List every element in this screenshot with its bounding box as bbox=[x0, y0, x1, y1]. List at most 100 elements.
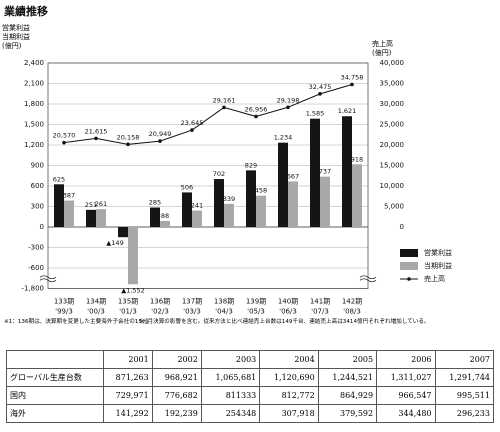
bar-value-label: 88 bbox=[161, 212, 169, 220]
bar-value-label: 702 bbox=[213, 170, 225, 178]
column-header: 2007 bbox=[434, 350, 495, 369]
bar-value-label: 506 bbox=[181, 183, 193, 191]
bar bbox=[320, 176, 330, 227]
column-header: 2003 bbox=[200, 350, 261, 369]
table-cell: 776,682 bbox=[151, 386, 202, 405]
legend-label: 売上高 bbox=[424, 274, 445, 283]
bar-value-label: 737 bbox=[319, 168, 331, 176]
line-value-label: 26,956 bbox=[245, 105, 268, 113]
table-row: グローバル生産台数 871,263 968,921 1,065,681 1,120,69… bbox=[6, 368, 495, 387]
table-cell: 344,480 bbox=[376, 404, 436, 423]
bar bbox=[288, 181, 298, 227]
column-header: 2005 bbox=[317, 350, 378, 369]
bar-value-label: ▲1,552 bbox=[121, 286, 145, 294]
table-cell: 1,065,681 bbox=[200, 368, 261, 387]
bar-value-label: 261 bbox=[95, 200, 107, 208]
line-marker bbox=[222, 105, 226, 110]
bar bbox=[118, 227, 128, 238]
bar bbox=[54, 184, 64, 227]
legend-label: 当期利益 bbox=[424, 261, 452, 270]
bar bbox=[352, 164, 362, 227]
bar bbox=[96, 209, 106, 227]
column-header: 2001 bbox=[102, 350, 153, 369]
line-marker bbox=[350, 82, 354, 87]
x-tick-label: 141期 bbox=[310, 298, 330, 306]
bar-value-label: 1,585 bbox=[306, 110, 325, 118]
line-marker bbox=[62, 140, 66, 145]
line bbox=[63, 84, 353, 145]
x-tick-label: 140期 bbox=[278, 298, 298, 306]
x-tick-date: '04/3 bbox=[215, 308, 233, 316]
bar bbox=[256, 195, 266, 227]
table-cell: 379,592 bbox=[317, 404, 378, 423]
x-tick-date: '05/3 bbox=[247, 308, 265, 316]
table-cell: 871,263 bbox=[102, 368, 153, 387]
table-cell: 192,239 bbox=[151, 404, 202, 423]
table-cell: 1,311,027 bbox=[376, 368, 436, 387]
table-cell: 864,929 bbox=[317, 386, 378, 405]
category-note: ※1 bbox=[139, 318, 149, 326]
y-axis-title: 営業利益 当期利益 (億円) bbox=[2, 24, 30, 50]
x-tick-date: '06/3 bbox=[279, 308, 297, 316]
bar-value-label: ▲149 bbox=[106, 239, 123, 247]
x-tick-label: 138期 bbox=[214, 298, 234, 306]
x-tick-label: 134期 bbox=[86, 298, 106, 306]
y2-tick-label: 20,000 bbox=[380, 141, 405, 149]
line-value-label: 34,758 bbox=[341, 73, 364, 81]
bar-value-label: 829 bbox=[245, 161, 257, 169]
x-tick-date: '07/3 bbox=[311, 308, 329, 316]
y-tick-label: 600 bbox=[31, 182, 44, 190]
y-tick-label: -600 bbox=[28, 264, 44, 272]
axis-break bbox=[39, 275, 57, 283]
line-value-label: 32,475 bbox=[309, 83, 332, 91]
line-value-label: 21,615 bbox=[85, 127, 108, 135]
table-cell: 307,918 bbox=[259, 404, 319, 423]
column-header: 2004 bbox=[259, 350, 319, 369]
table-corner bbox=[6, 350, 104, 369]
table-cell: 966,547 bbox=[376, 386, 436, 405]
y2-tick-label: 15,000 bbox=[380, 162, 405, 170]
x-tick-date: '01/3 bbox=[119, 308, 137, 316]
bar-value-label: 1,234 bbox=[274, 134, 293, 142]
y2-tick-label: 0 bbox=[400, 223, 404, 231]
x-tick-label: 139期 bbox=[246, 298, 266, 306]
line-marker bbox=[94, 136, 98, 141]
row-header: 国内 bbox=[6, 386, 104, 405]
footnote-box: ※1：136期は、決算期を変更した主要海外子会社の15ヵ月決算の影響を含む。従来… bbox=[4, 319, 430, 325]
table-cell: 141,292 bbox=[102, 404, 153, 423]
bar-value-label: 458 bbox=[255, 187, 267, 195]
line-value-label: 20,570 bbox=[53, 132, 76, 140]
x-tick-date: '08/3 bbox=[343, 308, 361, 316]
y-tick-label: 2,400 bbox=[24, 59, 44, 67]
line-value-label: 20,158 bbox=[117, 133, 140, 141]
y-tick-label: 1,500 bbox=[24, 121, 44, 129]
row-header: グローバル生産台数 bbox=[6, 368, 104, 387]
y2-tick-label: 40,000 bbox=[380, 59, 405, 67]
x-tick-date: '02/3 bbox=[151, 308, 169, 316]
bar-value-label: 387 bbox=[63, 192, 75, 200]
bar-value-label: 339 bbox=[223, 195, 235, 203]
y-tick-label: -300 bbox=[28, 244, 44, 252]
y2-tick-label: 10,000 bbox=[380, 182, 405, 190]
bar-value-label: 1,621 bbox=[338, 107, 357, 115]
table-cell: 811333 bbox=[200, 386, 261, 405]
y-tick-label: 300 bbox=[31, 203, 44, 211]
bar-value-label: 918 bbox=[351, 155, 363, 163]
y-tick-label: 900 bbox=[31, 162, 44, 170]
y-tick-label: 0 bbox=[40, 223, 44, 231]
bar bbox=[214, 179, 224, 227]
x-tick-label: 133期 bbox=[54, 298, 74, 306]
line-value-label: 23,645 bbox=[181, 119, 204, 127]
row-header: 海外 bbox=[6, 404, 104, 423]
bar bbox=[86, 209, 96, 227]
line-marker bbox=[286, 105, 290, 110]
line-marker bbox=[158, 139, 162, 143]
x-tick-label: 142期 bbox=[342, 298, 362, 306]
table-row: 国内 729,971 776,682 811333 812,772 864,929 966,… bbox=[6, 386, 495, 405]
line-marker bbox=[126, 142, 130, 147]
table-header: 2001 2002 2003 2004 2005 2006 2007 bbox=[6, 350, 495, 369]
table-cell: 1,120,690 bbox=[259, 368, 319, 387]
x-tick-label: 137期 bbox=[182, 298, 202, 306]
table-cell: 1,244,521 bbox=[317, 368, 378, 387]
